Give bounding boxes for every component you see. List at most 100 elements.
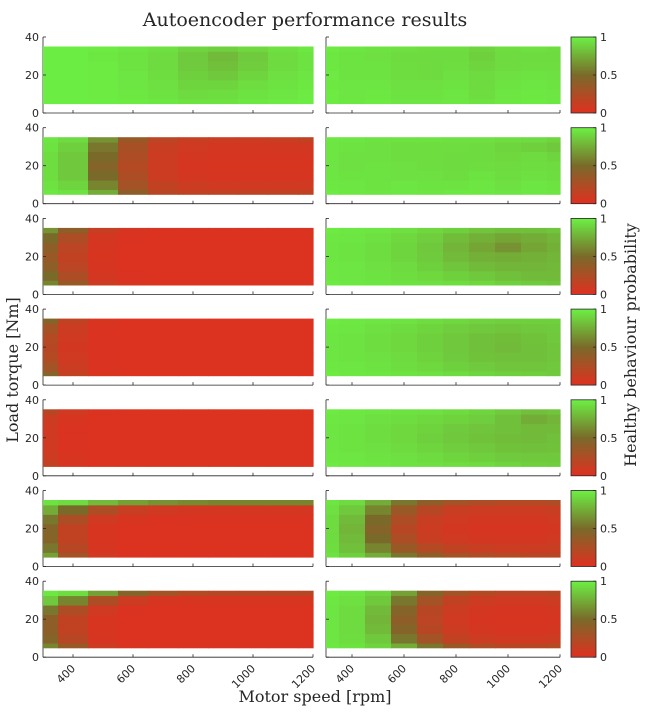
heatmap-cell [443, 232, 470, 243]
heatmap-cell [391, 604, 418, 616]
y-tick-label: 20 [25, 613, 39, 626]
heatmap-cell [365, 433, 392, 444]
heatmap-cell [521, 642, 548, 649]
heatmap-cell [469, 242, 496, 253]
heatmap-cell [547, 590, 561, 597]
heatmap-cell [58, 251, 89, 262]
heatmap-cell [268, 189, 299, 195]
heatmap-cell [417, 361, 444, 372]
heatmap-cell [88, 160, 119, 172]
y-tick-label: 0 [32, 651, 39, 664]
heatmap-cell [443, 370, 470, 377]
heatmap-cell [469, 351, 496, 362]
heatmap-cell [417, 590, 444, 597]
heatmap-cell [43, 323, 59, 334]
heatmap-cell [43, 232, 59, 243]
heatmap-cell [391, 595, 418, 606]
heatmap-cell [391, 500, 418, 506]
heatmap-cell [268, 232, 299, 243]
heatmap-cell [268, 370, 299, 377]
heatmap-cell [443, 423, 470, 434]
heatmap-cell [238, 461, 269, 467]
heatmap-cell [495, 323, 522, 334]
heatmap-cell [547, 141, 561, 153]
colorbar-gradient [570, 217, 597, 295]
heatmap-cell [443, 623, 470, 635]
heatmap-cell [495, 514, 522, 525]
heatmap-cell [391, 414, 418, 425]
heatmap-cell [298, 137, 314, 143]
heatmap-cell [521, 504, 548, 515]
heatmap-cell [469, 318, 496, 324]
x-tick-label: 400 [54, 662, 78, 686]
heatmap-cell [469, 461, 496, 467]
heatmap-cell [443, 542, 470, 553]
heatmap-cell [339, 261, 366, 272]
heatmap-cell [417, 98, 444, 105]
heatmap-cell [469, 270, 496, 281]
heatmap-cell [495, 89, 522, 100]
heatmap-cell [148, 361, 179, 372]
heatmap-cell [118, 595, 149, 606]
heatmap-cell [58, 414, 89, 425]
heatmap-cell [495, 141, 522, 153]
heatmap-cell [339, 79, 366, 90]
heatmap-cell [268, 141, 299, 153]
heatmap-cell [365, 232, 392, 243]
heatmap-cell [495, 342, 522, 353]
heatmap-cell [339, 370, 366, 377]
heatmap-cell [443, 433, 470, 444]
heatmap-cell [58, 614, 89, 625]
heatmap-cell [88, 242, 119, 253]
heatmap-cell [268, 623, 299, 635]
heatmap-cell [365, 227, 392, 234]
heatmap-cell [298, 189, 314, 195]
heatmap-cell [365, 452, 392, 463]
heatmap-cell [391, 89, 418, 100]
heatmap-cell [443, 227, 470, 234]
heatmap-cell [178, 523, 209, 534]
heatmap-cell [58, 323, 89, 334]
heatmap-cell [208, 318, 239, 324]
heatmap-cell [365, 552, 392, 558]
heatmap-cell [339, 227, 366, 234]
heatmap-cell [495, 595, 522, 606]
heatmap-cell [391, 332, 418, 343]
heatmap-cell [443, 251, 470, 262]
heatmap-cell [208, 98, 239, 105]
heatmap-cell [43, 70, 59, 81]
heatmap-cell [326, 251, 340, 262]
heatmap-cell [268, 414, 299, 425]
heatmap-cell [238, 361, 269, 372]
heatmap-cell [547, 500, 561, 506]
heatmap-cell [118, 179, 149, 191]
heatmap-cell [443, 642, 470, 649]
heatmap-cell [365, 342, 392, 353]
heatmap-cell [326, 342, 340, 353]
heatmap-cell [326, 270, 340, 281]
heatmap-cell [88, 342, 119, 353]
heatmap-cell [58, 79, 89, 90]
heatmap-cell [268, 423, 299, 434]
heatmap-cell [58, 623, 89, 635]
heatmap-cell [148, 370, 179, 377]
heatmap-cell [365, 60, 392, 71]
heatmap-cell [298, 552, 314, 558]
heatmap-cell [118, 98, 149, 105]
heatmap-cell [238, 533, 269, 544]
heatmap-cell [339, 351, 366, 362]
heatmap-cell [339, 461, 366, 467]
heatmap-cell [178, 442, 209, 453]
heatmap-cell [495, 614, 522, 625]
heatmap-cell [469, 614, 496, 625]
heatmap-cell [365, 141, 392, 153]
heatmap-cell [443, 242, 470, 253]
y-tick-label: 40 [25, 212, 39, 225]
heatmap-cell [58, 141, 89, 153]
heatmap-cell [208, 89, 239, 100]
heatmap-cell [521, 533, 548, 544]
heatmap-cell [118, 261, 149, 272]
heatmap-cell [469, 60, 496, 71]
heatmap-cell [495, 270, 522, 281]
heatmap-cell [43, 79, 59, 90]
